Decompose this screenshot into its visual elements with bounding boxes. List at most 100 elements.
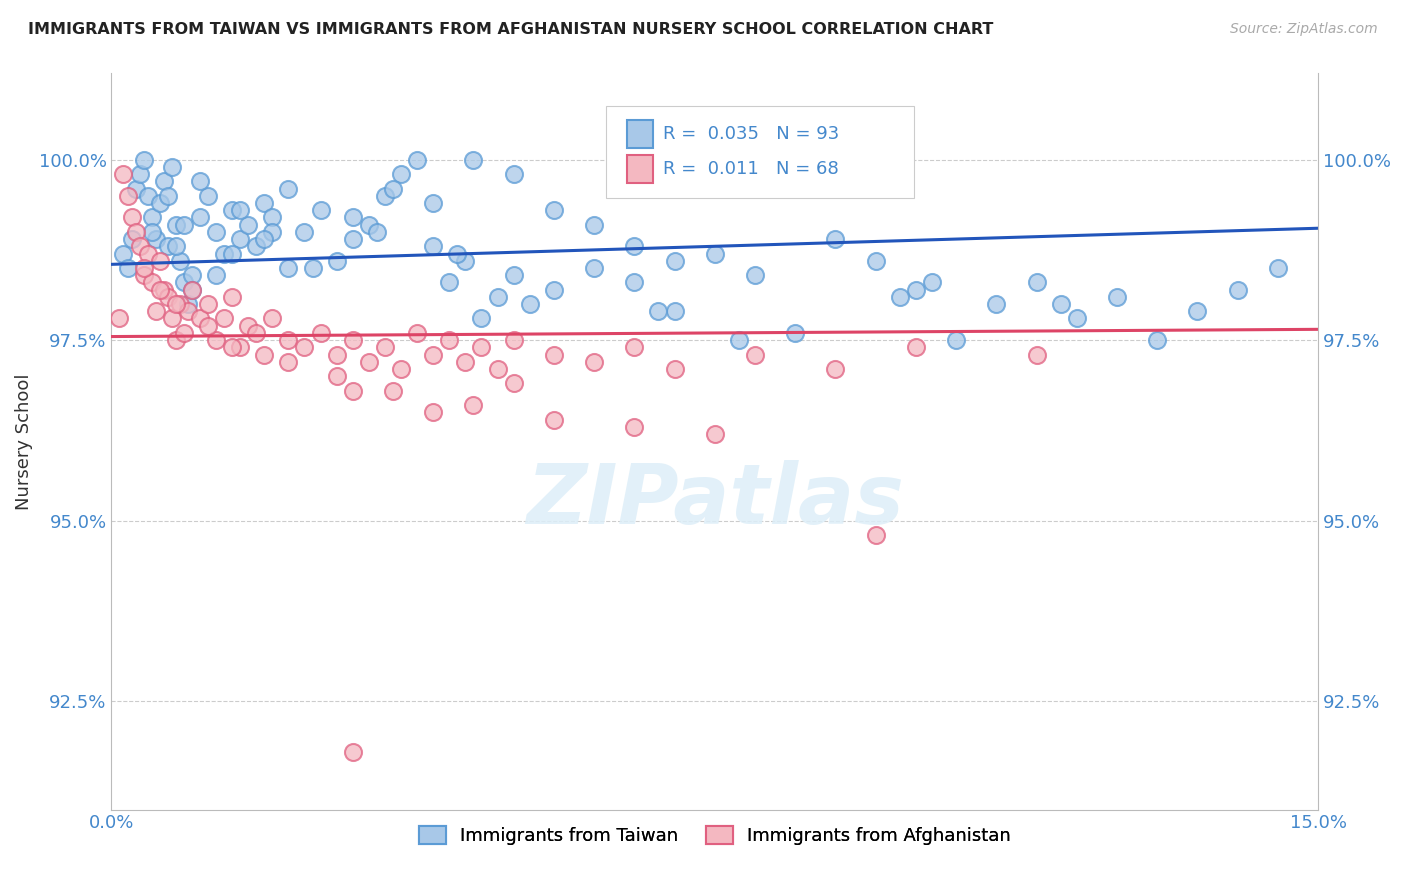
Point — [389, 167, 412, 181]
Point — [945, 333, 967, 347]
Point — [374, 188, 396, 202]
Point — [301, 260, 323, 275]
Point — [152, 283, 174, 297]
Point — [309, 203, 332, 218]
Point — [169, 253, 191, 268]
Point — [543, 348, 565, 362]
Point — [262, 211, 284, 225]
Point — [149, 196, 172, 211]
Point — [647, 304, 669, 318]
Point — [1146, 333, 1168, 347]
Point — [229, 203, 252, 218]
Point — [262, 225, 284, 239]
Point — [921, 276, 943, 290]
Point — [1105, 290, 1128, 304]
Point — [132, 268, 155, 282]
Point — [664, 253, 686, 268]
Point — [486, 290, 509, 304]
Point — [664, 304, 686, 318]
Point — [366, 225, 388, 239]
Point — [121, 211, 143, 225]
Point — [238, 218, 260, 232]
Point — [543, 283, 565, 297]
Point — [132, 153, 155, 167]
Point — [221, 246, 243, 260]
Point — [470, 311, 492, 326]
Text: R =  0.035   N = 93: R = 0.035 N = 93 — [662, 125, 839, 143]
Point — [205, 333, 228, 347]
Point — [277, 355, 299, 369]
Point — [121, 232, 143, 246]
Point — [128, 167, 150, 181]
Point — [583, 260, 606, 275]
Point — [132, 260, 155, 275]
Point — [221, 340, 243, 354]
Point — [262, 311, 284, 326]
Point — [160, 160, 183, 174]
Point — [406, 326, 429, 340]
Point — [357, 355, 380, 369]
Point — [446, 246, 468, 260]
Point — [180, 268, 202, 282]
Point — [703, 427, 725, 442]
Point — [245, 239, 267, 253]
Point — [245, 326, 267, 340]
Point — [1226, 283, 1249, 297]
Point — [463, 398, 485, 412]
Point — [865, 253, 887, 268]
Point — [156, 290, 179, 304]
Point — [623, 419, 645, 434]
Point — [502, 376, 524, 391]
Point — [744, 268, 766, 282]
Point — [173, 276, 195, 290]
Point — [1187, 304, 1209, 318]
Point — [108, 311, 131, 326]
Point — [152, 174, 174, 188]
Point — [141, 211, 163, 225]
Point — [357, 218, 380, 232]
Point — [325, 348, 347, 362]
Point — [141, 276, 163, 290]
Point — [422, 196, 444, 211]
Point — [519, 297, 541, 311]
Point — [502, 167, 524, 181]
Point — [117, 188, 139, 202]
Point — [1025, 276, 1047, 290]
Point — [744, 348, 766, 362]
Point — [294, 340, 316, 354]
Point — [342, 745, 364, 759]
Point — [439, 276, 461, 290]
Point — [374, 340, 396, 354]
Point — [422, 405, 444, 419]
Point — [197, 297, 219, 311]
Point — [1066, 311, 1088, 326]
Point — [212, 311, 235, 326]
Point — [1025, 348, 1047, 362]
Point — [253, 348, 276, 362]
Point — [664, 362, 686, 376]
Point — [342, 384, 364, 398]
Point — [486, 362, 509, 376]
Point — [169, 297, 191, 311]
Point — [136, 246, 159, 260]
Point — [177, 304, 200, 318]
Point — [165, 239, 187, 253]
Point — [502, 268, 524, 282]
Point — [1267, 260, 1289, 275]
Text: R =  0.011   N = 68: R = 0.011 N = 68 — [662, 161, 838, 178]
FancyBboxPatch shape — [606, 106, 914, 198]
Text: ZIPatlas: ZIPatlas — [526, 459, 904, 541]
Point — [149, 283, 172, 297]
Point — [229, 340, 252, 354]
Point — [422, 239, 444, 253]
Point — [165, 297, 187, 311]
Point — [221, 290, 243, 304]
Point — [188, 174, 211, 188]
Point — [389, 362, 412, 376]
Point — [583, 218, 606, 232]
Point — [623, 276, 645, 290]
Point — [165, 333, 187, 347]
Point — [124, 225, 146, 239]
Point — [382, 384, 405, 398]
Point — [165, 218, 187, 232]
